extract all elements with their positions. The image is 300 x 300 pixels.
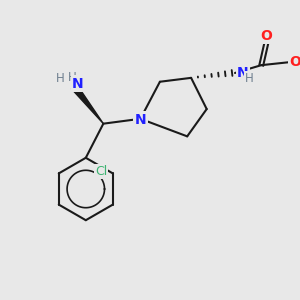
- Text: N: N: [135, 113, 146, 127]
- Text: N: N: [72, 77, 84, 91]
- Text: Cl: Cl: [95, 165, 107, 178]
- Polygon shape: [71, 85, 103, 124]
- Text: O: O: [290, 55, 300, 69]
- Text: O: O: [260, 29, 272, 43]
- Text: H: H: [68, 71, 76, 84]
- Text: H: H: [56, 72, 65, 85]
- Text: H: H: [245, 72, 254, 85]
- Text: N: N: [237, 66, 249, 80]
